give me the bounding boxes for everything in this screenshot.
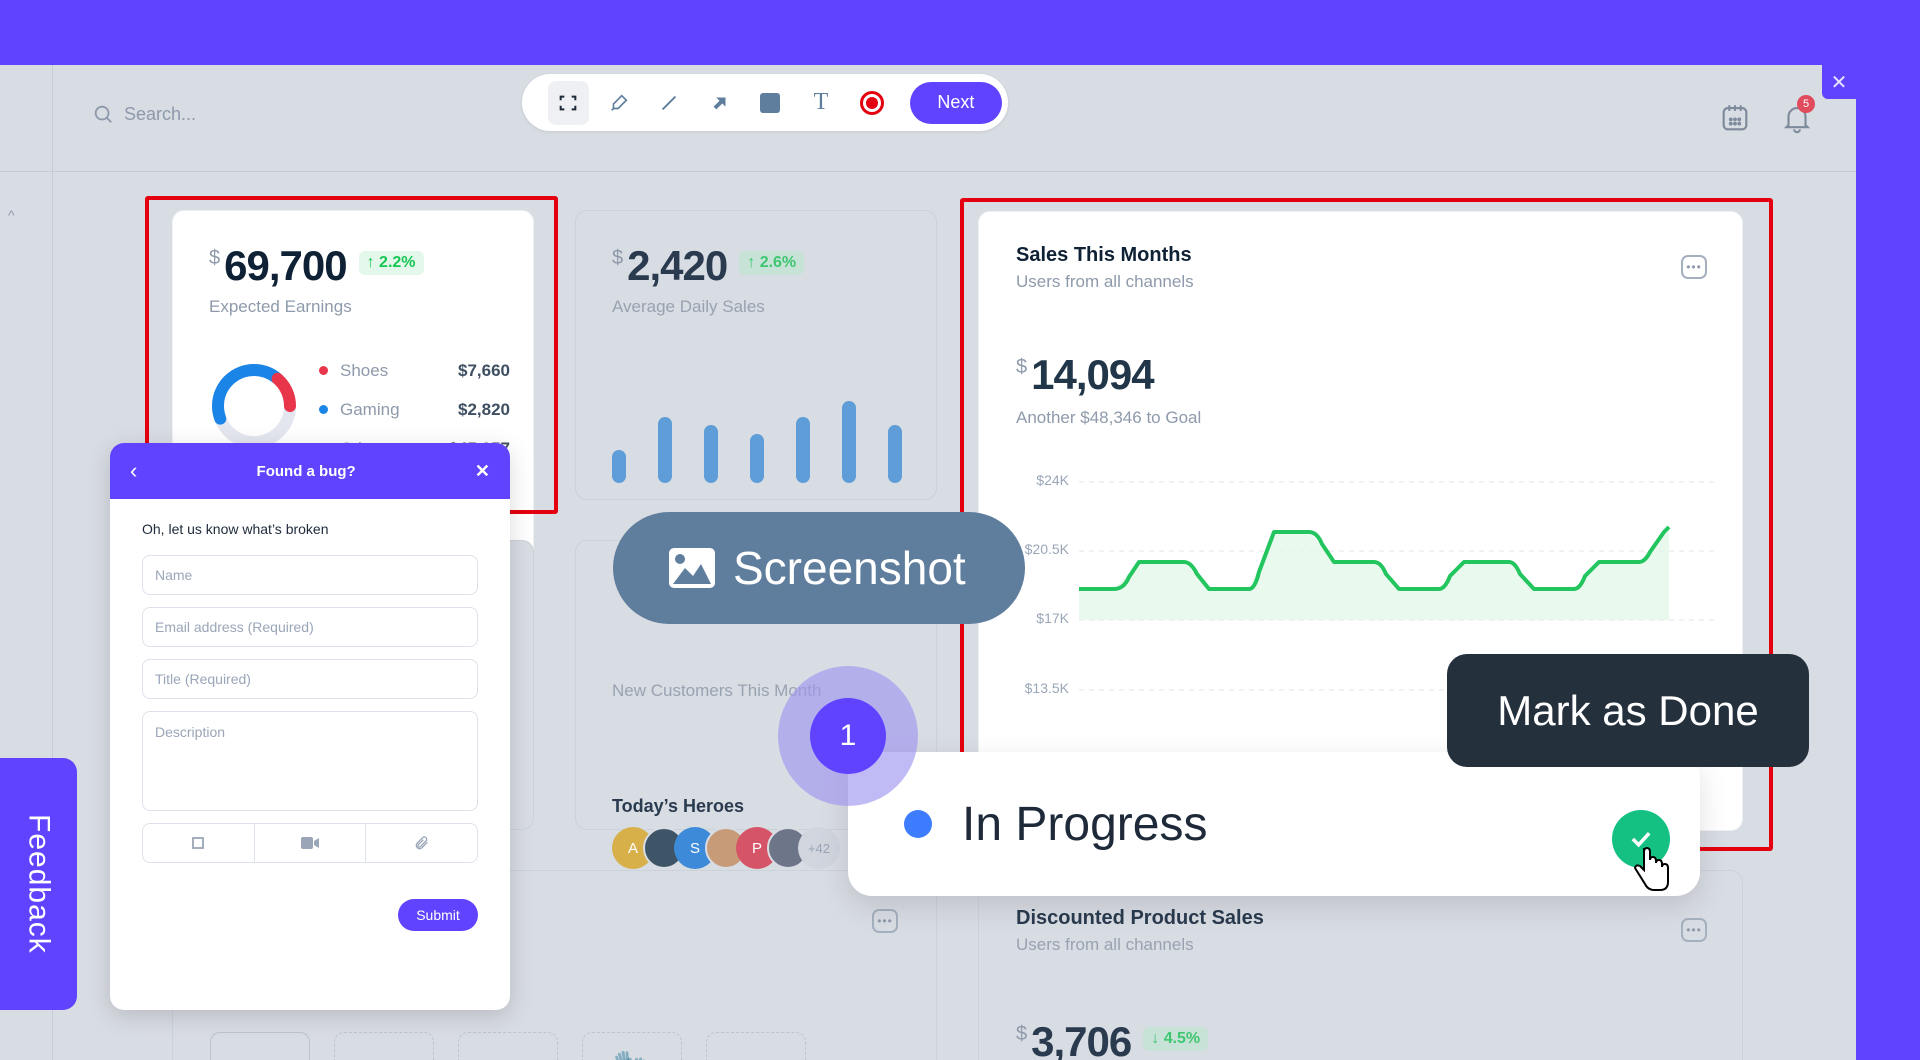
category-tab-gloves[interactable]: 🧤 Gloves xyxy=(582,1032,682,1060)
discounted-menu-button[interactable]: ••• xyxy=(1681,918,1707,942)
line-icon xyxy=(662,95,677,110)
attach-file-button[interactable] xyxy=(366,824,477,862)
hand-pointer-icon xyxy=(1633,846,1669,891)
notification-badge: 5 xyxy=(1797,95,1815,113)
heroes-title: Today’s Heroes xyxy=(612,796,745,816)
search-bar[interactable]: Search... xyxy=(92,103,196,125)
daily-sales-bar-chart xyxy=(612,401,902,483)
attachment-options xyxy=(142,823,478,863)
heroes-avatars: A S P +42 xyxy=(612,827,840,869)
search-placeholder: Search... xyxy=(124,103,197,124)
step-marker[interactable]: 1 xyxy=(810,698,886,774)
description-field[interactable]: Description xyxy=(142,711,478,811)
avatar-more[interactable]: +42 xyxy=(798,827,840,869)
crop-frame-icon xyxy=(192,837,205,849)
sales-card-title: Sales This Months xyxy=(1016,244,1192,266)
check-icon xyxy=(1631,831,1651,848)
close-capture-button[interactable]: ✕ xyxy=(1822,65,1856,99)
more-dots-icon: ••• xyxy=(877,914,893,928)
close-feedback-button[interactable]: ✕ xyxy=(474,460,490,481)
daily-sales-label: Average Daily Sales xyxy=(612,297,765,316)
category-tab-gaming[interactable]: Gaming xyxy=(334,1032,434,1060)
category-tab-watch[interactable]: Watch xyxy=(458,1032,558,1060)
discounted-title: Discounted Product Sales xyxy=(1016,907,1264,929)
status-label: In Progress xyxy=(962,797,1208,851)
chevron-up-icon[interactable]: ^ xyxy=(8,207,15,223)
feedback-subtitle: Oh, let us know what’s broken xyxy=(142,521,329,537)
discounted-change-badge: ↓ 4.5% xyxy=(1143,1027,1209,1051)
sales-card-menu-button[interactable]: ••• xyxy=(1681,255,1707,279)
email-field[interactable]: Email address (Required) xyxy=(142,607,478,647)
category-tab-tshirt[interactable]: T-shirt xyxy=(210,1032,310,1060)
back-button[interactable]: ‹ xyxy=(130,458,138,483)
sales-area-chart: $24K $20.5K $17K $13.5K xyxy=(979,472,1744,712)
rectangle-icon xyxy=(760,92,781,113)
average-daily-sales-card: $ 2,420 ↑ 2.6% Average Daily Sales xyxy=(575,210,937,500)
calendar-icon xyxy=(1722,105,1748,131)
mark-as-done-tooltip: Mark as Done xyxy=(1447,654,1809,767)
image-icon xyxy=(669,548,715,588)
screenshot-label-pill[interactable]: Screenshot xyxy=(613,512,1025,624)
sidebar: ^ xyxy=(0,65,53,1060)
earnings-value: 69,700 xyxy=(224,242,347,289)
earnings-change-badge: ↑ 2.2% xyxy=(358,251,424,275)
feedback-header: ‹ Found a bug? ✕ xyxy=(110,443,510,499)
next-button[interactable]: Next xyxy=(909,81,1002,124)
feedback-tab-label: Feedback xyxy=(22,814,56,954)
app-header xyxy=(0,65,1856,172)
legend-item: Gaming $2,820 xyxy=(319,390,510,429)
sales-card-subtitle: Users from all channels xyxy=(1016,272,1194,291)
gloves-icon: 🧤 xyxy=(613,1049,650,1060)
capture-screenshot-button[interactable] xyxy=(143,824,255,862)
discounted-value: 3,706 xyxy=(1031,1018,1132,1060)
name-field[interactable]: Name xyxy=(142,555,478,595)
record-tool[interactable] xyxy=(851,81,892,125)
highlighter-tool[interactable] xyxy=(599,81,640,125)
sales-month-value: 14,094 xyxy=(1031,351,1154,398)
feedback-title: Found a bug? xyxy=(256,462,356,480)
rectangle-tool[interactable] xyxy=(750,81,791,125)
close-icon: ✕ xyxy=(1830,71,1848,94)
record-icon xyxy=(859,90,884,115)
title-field[interactable]: Title (Required) xyxy=(142,659,478,699)
select-region-tool[interactable] xyxy=(548,80,589,125)
discounted-subtitle: Users from all channels xyxy=(1016,935,1194,954)
capture-toolbar: T Next xyxy=(522,74,1008,131)
text-icon: T xyxy=(813,89,829,115)
earnings-label: Expected Earnings xyxy=(209,297,352,316)
discounted-sales-card: Discounted Product Sales Users from all … xyxy=(978,870,1743,1060)
highlighter-icon xyxy=(610,93,628,111)
daily-sales-value: 2,420 xyxy=(627,242,728,289)
screenshot-label: Screenshot xyxy=(733,542,966,594)
crop-region-icon xyxy=(559,95,577,110)
shoe-icon: 👟 xyxy=(740,1053,772,1060)
paperclip-icon xyxy=(415,836,428,850)
submit-button[interactable]: Submit xyxy=(398,899,478,931)
task-status-card: In Progress xyxy=(848,752,1700,896)
status-dot-icon xyxy=(904,810,932,838)
arrow-tool[interactable] xyxy=(700,81,741,125)
earnings-donut-chart xyxy=(212,364,296,448)
daily-sales-change-badge: ↑ 2.6% xyxy=(739,251,805,275)
record-video-button[interactable] xyxy=(255,824,367,862)
categories-menu-button[interactable]: ••• xyxy=(872,909,898,933)
mark-done-button[interactable] xyxy=(1612,810,1670,868)
video-camera-icon xyxy=(301,837,319,849)
arrow-icon xyxy=(713,97,726,109)
legend-item: Shoes $7,660 xyxy=(319,351,510,390)
text-tool[interactable]: T xyxy=(801,81,842,125)
feedback-tab[interactable]: Feedback xyxy=(0,758,77,1010)
new-customers-label: New Customers This Month xyxy=(612,681,822,700)
more-dots-icon: ••• xyxy=(1686,260,1702,274)
sales-goal-text: Another $48,346 to Goal xyxy=(1016,408,1202,427)
category-tab-shoes[interactable]: 👟 Shoes xyxy=(706,1032,806,1060)
calendar-button[interactable] xyxy=(1718,101,1752,135)
feedback-panel: ‹ Found a bug? ✕ Oh, let us know what’s … xyxy=(110,443,510,1010)
more-dots-icon: ••• xyxy=(1686,923,1702,937)
search-icon xyxy=(94,105,112,123)
line-tool[interactable] xyxy=(649,81,690,125)
